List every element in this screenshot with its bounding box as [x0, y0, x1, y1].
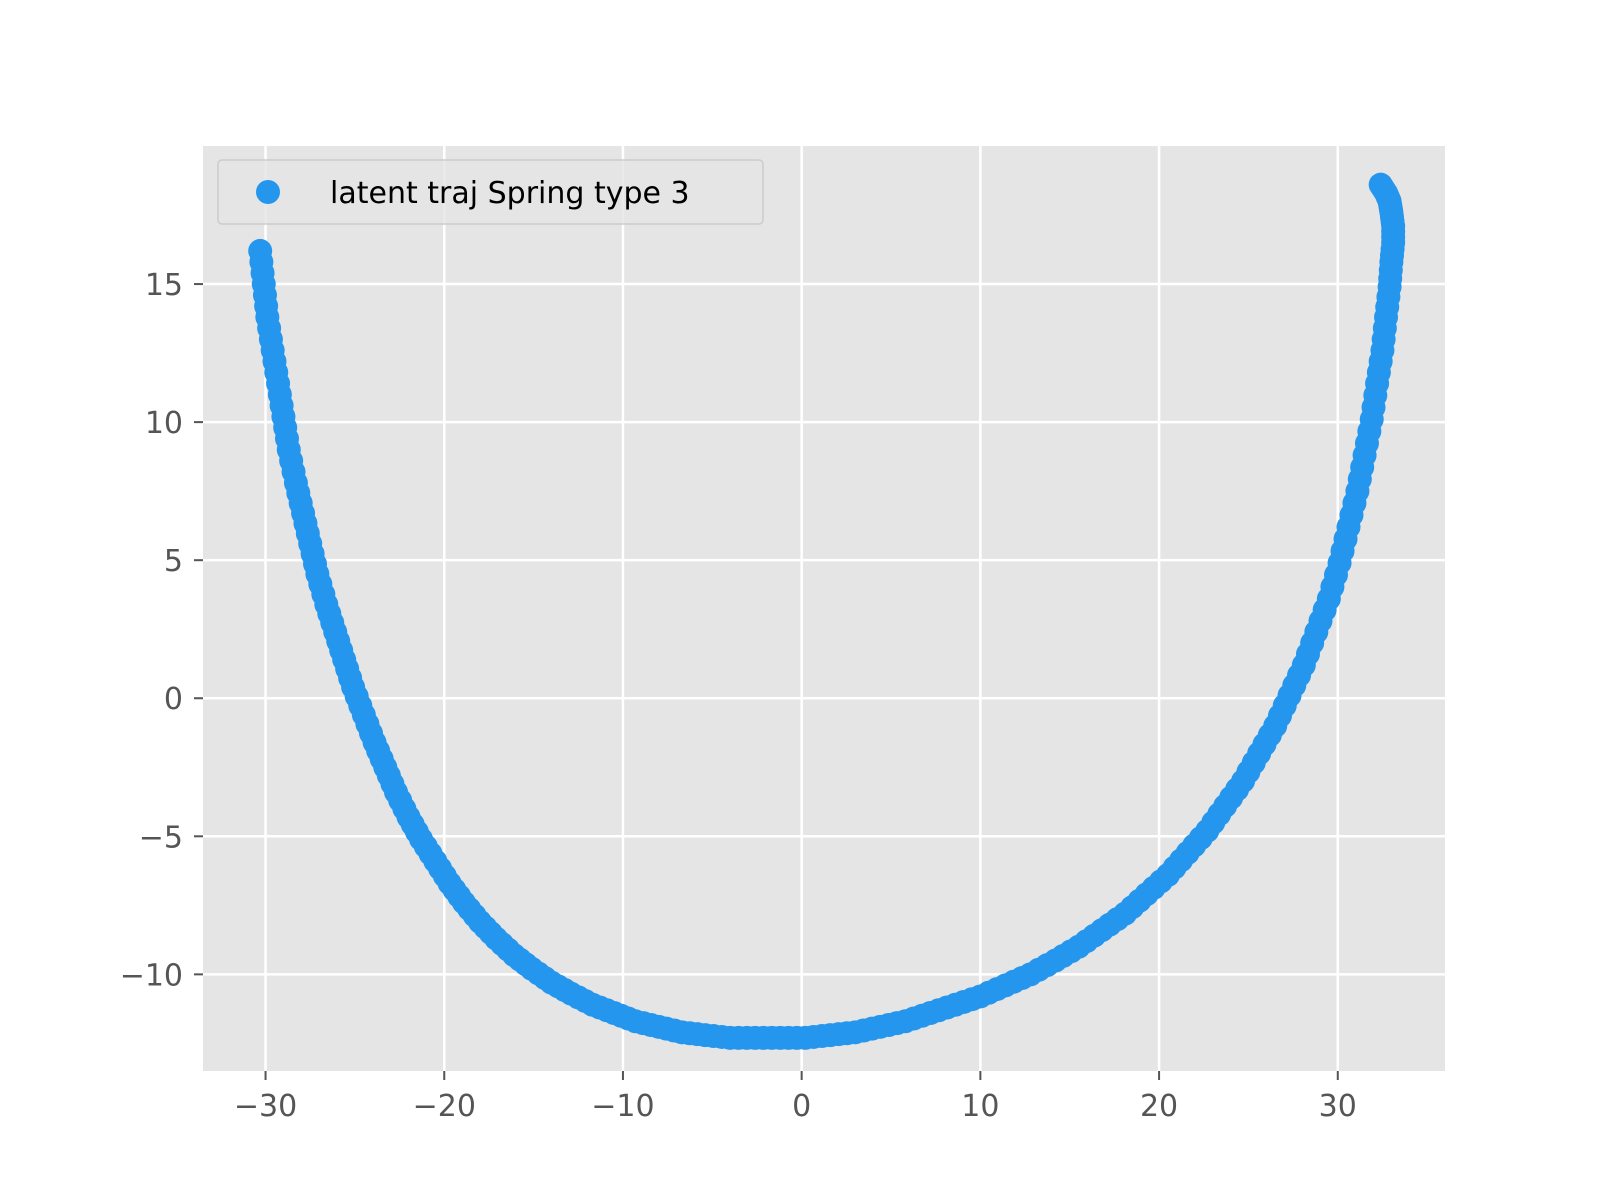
y-tick-label: 5	[164, 544, 183, 579]
x-tick-label: 20	[1140, 1089, 1178, 1124]
y-tick-label: 0	[164, 682, 183, 717]
grid-lines	[203, 146, 1445, 1071]
plot-area	[203, 146, 1445, 1071]
data-points	[248, 172, 1406, 1050]
x-axis: −30 −20 −10 0 10 20 30	[234, 1071, 1357, 1124]
y-tick-label: −10	[120, 958, 183, 993]
legend: latent traj Spring type 3	[217, 159, 764, 225]
x-tick-label: 30	[1319, 1089, 1357, 1124]
x-tick-label: −10	[591, 1089, 654, 1124]
y-tick-label: 15	[145, 268, 183, 303]
y-tick-label: 10	[145, 406, 183, 441]
legend-label: latent traj Spring type 3	[330, 176, 690, 211]
x-tick-label: 10	[961, 1089, 999, 1124]
legend-box	[217, 159, 764, 225]
x-tick-label: −20	[413, 1089, 476, 1124]
x-tick-label: −30	[234, 1089, 297, 1124]
y-tick-label: −5	[139, 820, 183, 855]
y-axis: −10 −5 0 5 10 15	[120, 268, 203, 993]
data-point	[1368, 172, 1393, 197]
x-tick-label: 0	[792, 1089, 811, 1124]
legend-marker	[256, 180, 280, 204]
